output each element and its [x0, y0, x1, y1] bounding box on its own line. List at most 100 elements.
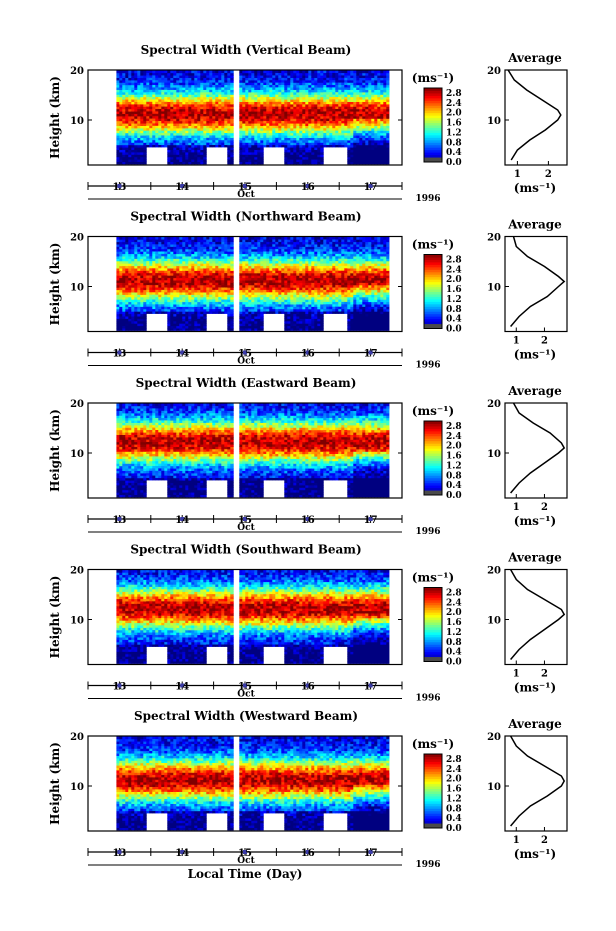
colorbar-tick-label: 1.2 [446, 794, 462, 804]
colorbar-swatch [424, 624, 442, 628]
colorbar-swatch [424, 264, 442, 268]
empty-region [88, 736, 117, 831]
colorbar-swatch [424, 102, 442, 106]
colorbar-tick-label: 2.8 [446, 588, 462, 598]
colorbar-swatch [424, 433, 442, 437]
colorbar-swatch [424, 467, 442, 471]
colorbar-swatch [424, 659, 442, 662]
panel-title: Spectral Width (Vertical Beam) [141, 43, 352, 57]
colorbar-swatch [424, 271, 442, 275]
colorbar-swatch [424, 462, 442, 466]
x-tick-label: 16 [301, 349, 315, 360]
year-label: 1996 [415, 527, 440, 537]
colorbar-swatch [424, 110, 442, 114]
panel-title: Spectral Width (Northward Beam) [130, 210, 361, 224]
day-marker [305, 517, 310, 521]
colorbar-swatch [424, 421, 442, 424]
colorbar-swatch [424, 773, 442, 777]
day-marker [243, 184, 247, 188]
colorbar-swatch [424, 142, 442, 146]
average-title: Average [507, 717, 562, 731]
x-tick-label: 15 [238, 349, 252, 360]
day-marker [305, 184, 310, 188]
x-tick-label: 14 [175, 515, 189, 526]
empty-region [389, 70, 402, 165]
colorbar-swatch [424, 465, 442, 469]
colorbar-swatch [424, 460, 442, 464]
colorbar-tick-label: 2.8 [446, 755, 462, 765]
colorbar-swatch [424, 589, 442, 593]
day-marker [305, 850, 310, 854]
average-title: Average [507, 551, 562, 565]
empty-region [389, 236, 402, 332]
y-tick-label: 10 [70, 449, 84, 460]
y-tick-label: 10 [70, 616, 84, 627]
colorbar-swatch [424, 788, 442, 792]
y-tick-label: 10 [70, 782, 84, 793]
avg-x-tick-label: 2 [541, 669, 548, 680]
colorbar-swatch [424, 815, 442, 819]
avg-y-tick-label: 20 [487, 66, 501, 77]
colorbar-swatch [424, 316, 442, 320]
colorbar-swatch [424, 296, 442, 300]
colorbar-swatch [424, 626, 442, 630]
colorbar-swatch [424, 766, 442, 770]
y-tick-label: 10 [70, 283, 84, 294]
colorbar-swatch [424, 820, 442, 824]
colorbar-swatch [424, 768, 442, 772]
colorbar-swatch [424, 92, 442, 96]
average-xlabel: (ms⁻¹) [514, 681, 556, 695]
colorbar-tick-label: 0.4 [446, 148, 462, 158]
colorbar-tick-label: 2.8 [446, 255, 462, 265]
colorbar-swatch [424, 318, 442, 322]
colorbar-swatch [424, 423, 442, 427]
y-tick-label: 20 [70, 66, 84, 77]
colorbar-swatch [424, 758, 442, 762]
panel-4: Spectral Width (Southward Beam) 10 20 Heigh… [48, 543, 568, 704]
colorbar-swatch [424, 619, 442, 623]
average-profile-line [509, 735, 566, 827]
month-label: Oct [237, 690, 255, 700]
colorbar-swatch [424, 636, 442, 640]
colorbar-swatch [424, 90, 442, 94]
year-label: 1996 [415, 694, 440, 704]
colorbar-swatch [424, 808, 442, 812]
avg-x-tick-label: 1 [513, 669, 520, 680]
x-tick-label: 14 [175, 682, 189, 693]
year-label: 1996 [415, 194, 440, 204]
day-marker [243, 683, 247, 688]
colorbar-swatch [424, 303, 442, 307]
y-axis-label: Height (km) [48, 576, 62, 659]
colorbar-tick-label: 0.0 [446, 491, 462, 501]
day-marker [243, 350, 247, 355]
colorbar-tick-label: 0.8 [446, 804, 462, 814]
colorbar-swatch [424, 602, 442, 606]
colorbar-tick-label: 2.0 [446, 442, 462, 452]
colorbar-swatch [424, 487, 442, 491]
colorbar-tick-label: 2.0 [446, 608, 462, 618]
average-title: Average [507, 384, 562, 398]
colorbar-swatch [424, 604, 442, 608]
x-tick-label: 15 [238, 682, 252, 693]
colorbar-tick-label: 0.4 [446, 648, 462, 658]
day-marker [180, 683, 185, 688]
plot-frame [87, 735, 403, 832]
day-marker [368, 850, 373, 854]
colorbar-tick-label: 0.0 [446, 158, 462, 168]
plot-frame [87, 69, 403, 166]
colorbar-swatch [424, 266, 442, 270]
colorbar-swatch [424, 783, 442, 787]
colorbar-swatch [424, 631, 442, 635]
y-tick-label: 20 [70, 399, 84, 410]
panel-2: Spectral Width (Northward Beam) 10 20 Heigh… [48, 210, 568, 371]
avg-y-tick-label: 20 [487, 399, 501, 410]
x-tick-label: 17 [364, 515, 378, 526]
day-marker [117, 184, 122, 188]
colorbar-swatch [424, 306, 442, 310]
average-profile-line [510, 402, 566, 494]
colorbar-tick-label: 0.8 [446, 471, 462, 481]
x-tick-label: 17 [364, 682, 378, 693]
colorbar-swatch [424, 284, 442, 288]
colorbar-swatch [424, 644, 442, 648]
average-frame [504, 735, 568, 832]
